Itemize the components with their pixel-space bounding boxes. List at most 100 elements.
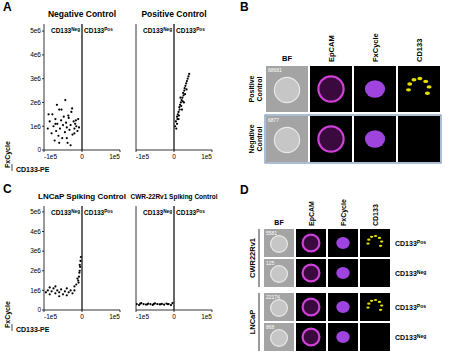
- point: [181, 97, 183, 99]
- gate-label: CD133Pos: [84, 209, 113, 216]
- points: [47, 99, 80, 146]
- y-tick: [42, 290, 44, 291]
- gate-label-main: CD133: [51, 209, 72, 216]
- point: [70, 111, 72, 113]
- point: [75, 125, 77, 127]
- gate-label: CD133Neg: [51, 27, 80, 34]
- panel-letter: C: [3, 182, 12, 196]
- cell-image: [328, 259, 358, 287]
- cell-outline: [274, 77, 299, 102]
- point: [70, 144, 72, 146]
- point: [49, 120, 51, 122]
- panel-letter: D: [240, 183, 249, 197]
- point: [45, 291, 47, 293]
- cell-id: 868: [266, 324, 275, 330]
- y-tick: [42, 231, 44, 232]
- point: [74, 123, 76, 125]
- x-tick-label: 0: [80, 153, 84, 160]
- cell-image: [310, 66, 352, 112]
- point: [182, 92, 184, 94]
- point: [66, 126, 68, 128]
- point: [71, 292, 73, 294]
- row-status: CD133Neg: [395, 333, 426, 341]
- epcam-ring: [303, 265, 320, 282]
- image-panel: DBFEpCAMFxCycleCD1335581CD133Pos125CD133…: [240, 183, 426, 351]
- point: [175, 120, 177, 122]
- point: [73, 132, 75, 134]
- point: [79, 266, 81, 268]
- cell-image: [296, 323, 326, 351]
- point: [51, 113, 53, 115]
- x-axis-title: CD133-PE: [16, 326, 50, 333]
- point: [58, 108, 60, 110]
- gate-label: CD133Neg: [143, 27, 172, 34]
- row-status: CD133Pos: [395, 303, 426, 311]
- cell-image: [266, 116, 308, 162]
- y-tick: [42, 54, 44, 55]
- cell-image: [296, 293, 326, 321]
- y-tick: [42, 126, 44, 127]
- point: [77, 118, 79, 120]
- cell-id: 125: [266, 260, 275, 266]
- point: [178, 106, 180, 108]
- cell-id: 6877: [268, 117, 279, 123]
- x-tick-label: 0: [172, 153, 176, 160]
- point: [176, 123, 178, 125]
- row-status-main: CD133: [395, 240, 417, 247]
- point: [184, 93, 186, 95]
- point: [54, 285, 56, 287]
- gate-label: CD133Neg: [51, 209, 80, 216]
- point: [47, 128, 49, 130]
- point: [71, 107, 73, 109]
- point: [179, 108, 181, 110]
- cd133-spot: [411, 78, 416, 81]
- point: [180, 101, 182, 103]
- point: [64, 131, 66, 133]
- point: [178, 114, 180, 116]
- group-label: LNCaP: [248, 310, 257, 335]
- x-tick-label: -1e5: [136, 313, 149, 320]
- row-label: PositiveControl: [248, 75, 263, 102]
- point: [59, 128, 61, 130]
- point: [188, 73, 190, 75]
- row-status: CD133Neg: [395, 269, 426, 277]
- cell-image: [266, 66, 308, 112]
- point: [54, 139, 56, 141]
- point: [153, 303, 155, 305]
- point: [146, 303, 148, 305]
- gate-label: CD133Neg: [143, 209, 172, 216]
- point: [170, 304, 172, 306]
- point: [175, 128, 177, 130]
- cell-image: [328, 229, 358, 257]
- point: [149, 303, 151, 305]
- point: [187, 78, 189, 80]
- point: [65, 122, 67, 124]
- cell-image: [360, 229, 390, 257]
- point: [70, 289, 72, 291]
- row-status-sup: Pos: [417, 239, 426, 245]
- point: [68, 129, 70, 131]
- point: [71, 133, 73, 135]
- channel-label: FxCycle: [371, 33, 380, 62]
- nucleus: [365, 130, 385, 148]
- channel-label: EpCAM: [327, 35, 336, 62]
- y-tick-label: 4e6: [30, 228, 41, 235]
- point: [66, 287, 68, 289]
- gate-label: CD133Pos: [176, 27, 205, 34]
- cell-image: [360, 293, 390, 321]
- cell-image: [296, 259, 326, 287]
- scatter-chart: CWR-22Rv1 Spiking ControlCD133NegCD133Po…: [130, 193, 217, 320]
- point: [68, 291, 70, 293]
- cd133-spot: [378, 301, 381, 303]
- x-tick: [120, 310, 121, 312]
- point: [73, 120, 75, 122]
- cell-outline: [271, 266, 288, 283]
- x-tick: [82, 310, 83, 312]
- point: [54, 123, 56, 125]
- cd133-spot: [423, 80, 428, 83]
- cd133-spot: [370, 236, 373, 238]
- point: [47, 289, 49, 291]
- x-tick: [136, 310, 137, 312]
- cell-image: [264, 323, 294, 351]
- y-tick-label: 3e6: [30, 247, 41, 254]
